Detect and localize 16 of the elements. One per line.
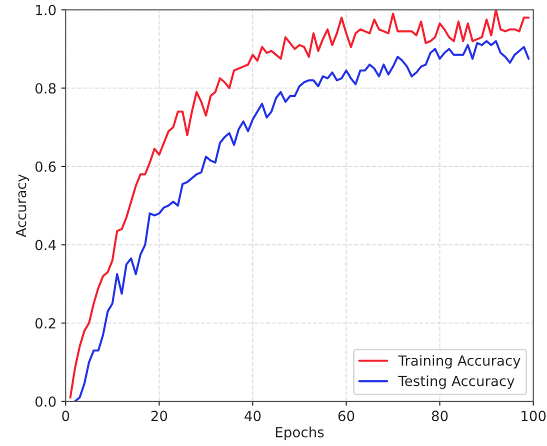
y-tick-label: 0.4 (35, 240, 56, 250)
x-axis-title: Epochs (276, 426, 324, 440)
x-tick-label: 60 (338, 410, 354, 422)
x-tick-label: 20 (151, 410, 168, 422)
y-axis-title: Accuracy (16, 174, 29, 238)
x-tick-label: 80 (432, 410, 448, 422)
x-tick-label: 100 (522, 410, 546, 422)
y-tick-label: 1.0 (36, 4, 56, 16)
y-tick-label: 0.2 (35, 318, 56, 329)
y-tick-label: 0.8 (35, 83, 56, 94)
legend-label: Training Accuracy (398, 355, 520, 369)
x-tick-label: 40 (244, 410, 261, 422)
legend-label: Testing Accuracy (398, 375, 514, 389)
y-tick-label: 0.0 (35, 396, 56, 407)
x-tick-label: 0 (62, 410, 70, 422)
y-tick-label: 0.6 (35, 161, 56, 172)
